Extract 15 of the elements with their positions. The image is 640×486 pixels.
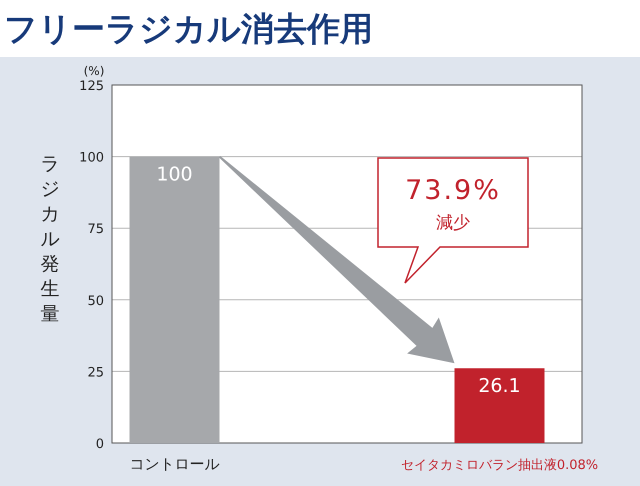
chart-title: フリーラジカル消去作用 — [4, 9, 373, 48]
y-tick-label: 100 — [79, 150, 104, 166]
y-tick-label: 75 — [87, 222, 104, 238]
y-tick-label: 50 — [87, 294, 104, 309]
data-label: 100 — [156, 164, 193, 186]
data-label: 26.1 — [478, 375, 521, 398]
text: (%) — [84, 64, 104, 78]
y-axis-title: ラジカル発生量 — [40, 153, 60, 325]
x-tick-label: コントロール — [130, 455, 220, 473]
y-tick-label: 125 — [79, 79, 104, 94]
annotation: 減少 — [436, 213, 470, 233]
annotation: 73.9% — [405, 175, 501, 206]
y-tick-label: 0 — [96, 437, 104, 452]
y-tick-label: 25 — [87, 365, 104, 380]
x-tick-label: セイタカミロバラン抽出液0.08% — [400, 458, 598, 473]
